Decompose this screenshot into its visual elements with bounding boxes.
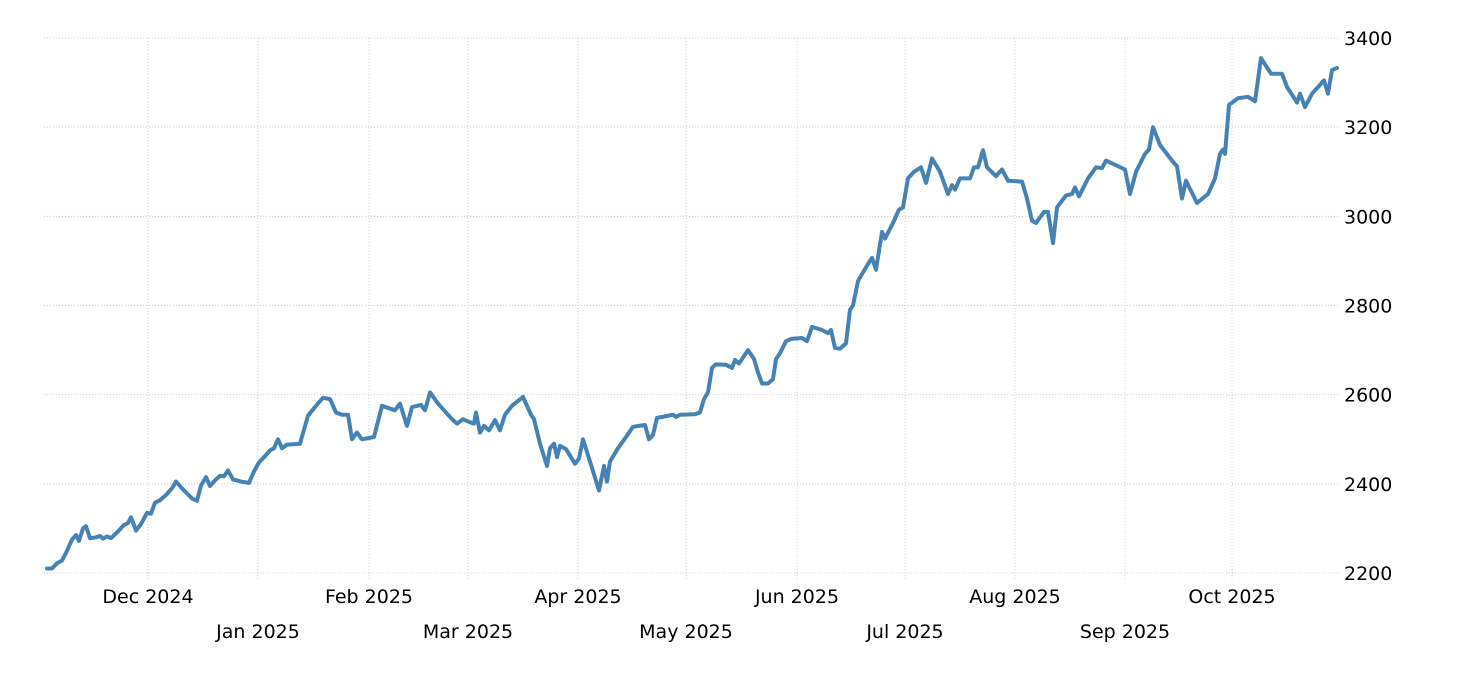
y-tick-label: 3200 [1344,117,1392,139]
y-axis: 2200 2400 2600 2800 3000 3200 3400 [1344,28,1392,585]
y-tick-label: 3000 [1344,206,1392,228]
x-tick-label: May 2025 [639,621,733,643]
x-tick-label: Aug 2025 [969,586,1061,608]
x-tick-label: Sep 2025 [1080,621,1170,643]
x-tick-label: Dec 2024 [102,586,193,608]
y-tick-label: 2600 [1344,385,1392,407]
horizontal-gridlines [44,37,1340,574]
x-tick-label: Mar 2025 [423,621,513,643]
y-tick-label: 2800 [1344,296,1392,318]
y-tick-label: 3400 [1344,28,1392,50]
x-tick-label: Oct 2025 [1188,586,1275,608]
x-axis: Dec 2024 Jan 2025 Feb 2025 Mar 2025 Apr 2025… [102,586,1275,643]
y-tick-label: 2200 [1344,563,1392,585]
y-tick-label: 2400 [1344,474,1392,496]
vertical-gridlines [147,38,1233,580]
x-tick-label: Feb 2025 [325,586,413,608]
x-tick-label: Jan 2025 [215,621,300,643]
x-tick-label: Jul 2025 [865,621,943,643]
x-tick-label: Apr 2025 [534,586,621,608]
series-line [45,56,1339,571]
x-tick-label: Jun 2025 [754,586,839,608]
